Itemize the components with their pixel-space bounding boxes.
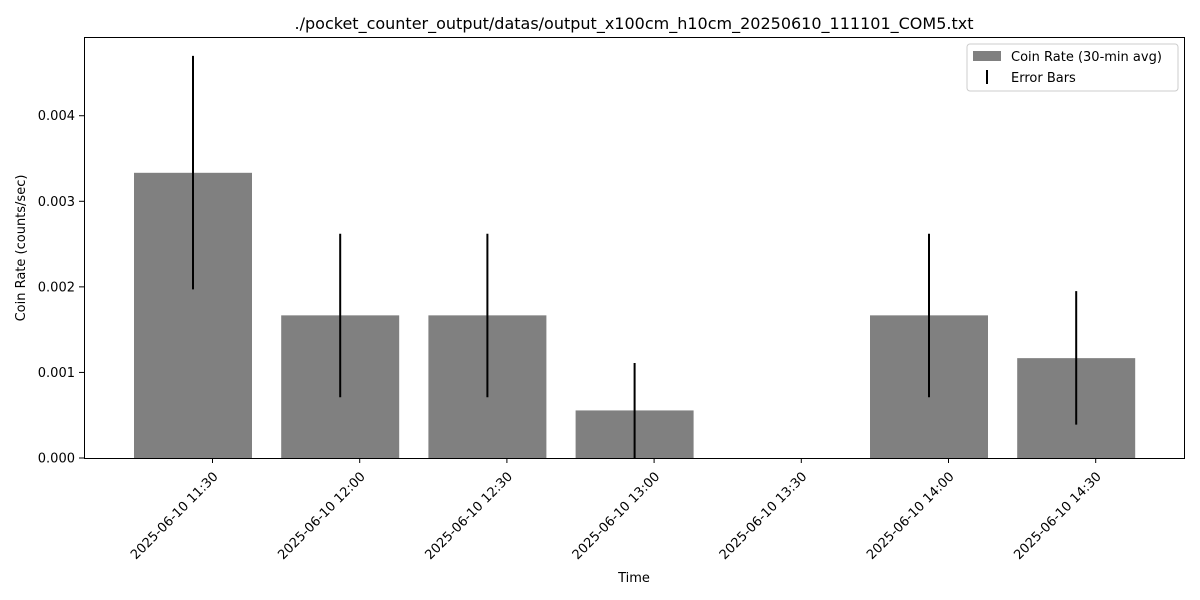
x-tick-label: 2025-06-10 12:30 xyxy=(423,469,516,562)
y-axis: 0.000 0.001 0.002 0.003 0.004 xyxy=(38,109,84,467)
legend-label-coin-rate: Coin Rate (30-min avg) xyxy=(1011,50,1162,65)
legend: Coin Rate (30-min avg) Error Bars xyxy=(966,43,1179,92)
y-axis-label: Coin Rate (counts/sec) xyxy=(14,175,29,322)
y-tick-label: 0.002 xyxy=(38,280,75,295)
y-tick-label: 0.000 xyxy=(38,452,75,467)
x-tick-label: 2025-06-10 11:30 xyxy=(128,469,221,562)
x-axis-label: Time xyxy=(617,571,650,586)
y-tick-label: 0.004 xyxy=(38,109,75,124)
legend-box xyxy=(966,43,1179,92)
chart-title: ./pocket_counter_output/datas/output_x10… xyxy=(295,14,974,34)
y-tick-label: 0.003 xyxy=(38,195,75,210)
x-tick-label: 2025-06-10 14:00 xyxy=(864,469,957,562)
x-axis: 2025-06-10 11:30 2025-06-10 12:00 2025-06-… xyxy=(128,458,1105,563)
x-tick-label: 2025-06-10 13:00 xyxy=(570,469,663,562)
legend-swatch-coin-rate xyxy=(973,51,1001,61)
legend-label-error-bars: Error Bars xyxy=(1011,71,1076,86)
x-tick-label: 2025-06-10 13:30 xyxy=(717,469,810,562)
error-bars-layer xyxy=(192,55,1078,458)
plot-frame xyxy=(84,37,1185,459)
x-tick-label: 2025-06-10 14:30 xyxy=(1011,469,1104,562)
x-tick-label: 2025-06-10 12:00 xyxy=(275,469,368,562)
y-tick-label: 0.001 xyxy=(38,366,75,381)
